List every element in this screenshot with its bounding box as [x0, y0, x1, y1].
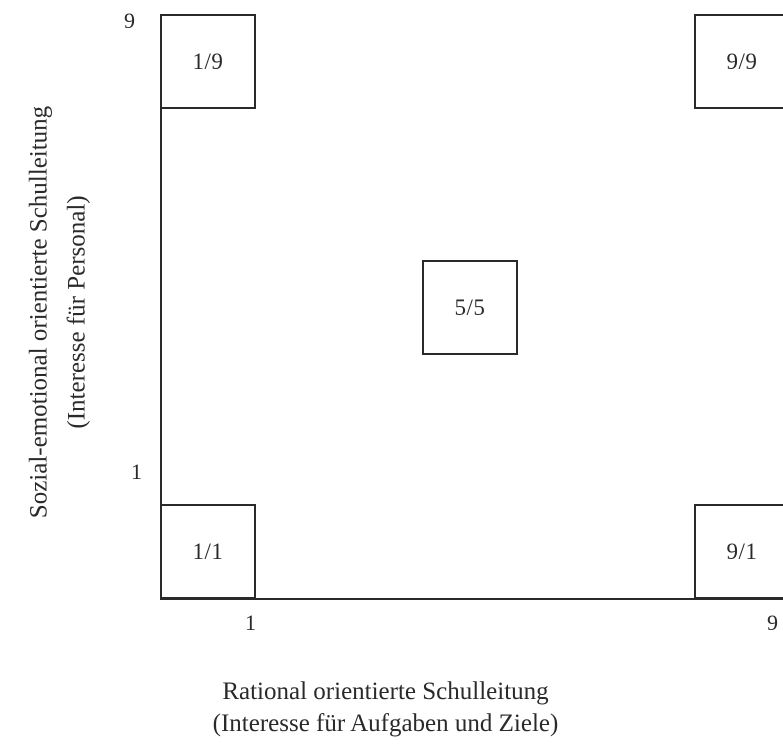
cell-9-9: 9/9 [694, 14, 783, 109]
y-axis-tick-bottom: 1 [131, 459, 142, 484]
y-axis-label: Sozial-emotional orientierte Schulleitun… [21, 12, 96, 612]
cell-1-9: 1/9 [160, 14, 256, 109]
cell-1-1: 1/1 [160, 504, 256, 599]
cell-5-5: 5/5 [422, 260, 518, 355]
grid-frame [160, 14, 783, 600]
y-axis-label-line1: Sozial-emotional orientierte Schulleitun… [25, 105, 53, 519]
x-axis-label-line1: Rational orientierte Schulleitung [222, 678, 549, 705]
x-axis-tick-right: 9 [767, 610, 778, 635]
x-axis-label-line2: (Interesse für Aufgaben und Ziele) [212, 710, 559, 737]
y-axis-tick-top: 9 [124, 8, 135, 33]
y-axis-label-line2: (Interesse für Personal) [63, 195, 90, 429]
cell-9-1: 9/1 [694, 504, 783, 599]
x-axis-tick-left: 1 [245, 610, 256, 635]
